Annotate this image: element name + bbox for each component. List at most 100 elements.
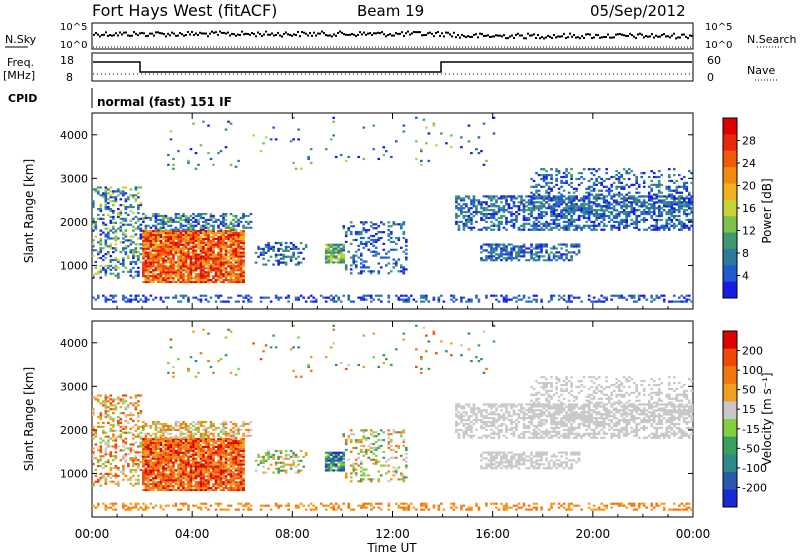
echo-cell <box>570 197 573 200</box>
echo-cell <box>114 437 118 440</box>
echo-cell <box>342 225 346 228</box>
echo-cell <box>632 226 636 229</box>
echo-cell <box>294 247 298 251</box>
echo-cell <box>455 201 458 204</box>
echo-cell <box>642 212 646 216</box>
echo-cell <box>625 212 628 216</box>
echo-cell <box>289 241 293 245</box>
echo-cell <box>555 203 558 206</box>
echo-cell <box>199 269 203 272</box>
echo-cell <box>187 273 190 276</box>
echo-cell <box>119 425 123 428</box>
echo-cell <box>112 215 115 218</box>
echo-cell <box>657 201 661 204</box>
echo-cell <box>650 197 654 200</box>
echo-cell <box>169 488 173 492</box>
echo-cell <box>144 226 148 229</box>
echo-cell <box>149 267 153 270</box>
echo-cell <box>482 243 486 246</box>
echo-cell <box>312 296 315 299</box>
echo-cell <box>137 227 140 230</box>
echo-cell <box>164 267 168 270</box>
echo-cell <box>154 437 158 441</box>
echo-cell <box>174 479 178 482</box>
echo-cell <box>204 231 208 235</box>
echo-cell <box>687 193 691 196</box>
echo-cell <box>232 247 235 250</box>
echo-cell <box>199 261 203 264</box>
echo-cell <box>202 245 205 248</box>
nsky-point <box>343 33 345 36</box>
echo-cell <box>132 459 135 462</box>
echo-cell <box>112 225 115 228</box>
echo-cell <box>540 216 543 220</box>
echo-cell <box>550 226 553 229</box>
echo-cell <box>122 258 125 262</box>
nsky-point <box>533 33 535 36</box>
echo-cell <box>232 224 235 227</box>
echo-cell <box>547 255 551 258</box>
echo-cell <box>337 257 341 260</box>
echo-cell <box>379 266 383 269</box>
echo-cell <box>159 463 163 466</box>
echo-cell <box>520 247 523 250</box>
echo-cell <box>214 233 218 237</box>
echo-cell <box>94 396 98 399</box>
echo-cell <box>159 241 163 244</box>
echo-cell <box>144 443 148 447</box>
echo-cell <box>607 220 611 223</box>
echo-cell <box>212 276 215 280</box>
echo-cell <box>347 155 351 159</box>
echo-cell <box>605 172 608 175</box>
echo-cell <box>179 233 183 237</box>
echo-cell <box>204 226 208 229</box>
echo-cell <box>515 296 518 299</box>
echo-cell <box>555 226 558 229</box>
echo-cell <box>577 216 581 220</box>
echo-cell <box>109 294 113 297</box>
echo-cell <box>555 251 558 254</box>
echo-cell <box>239 237 243 240</box>
echo-cell <box>217 245 220 248</box>
echo-cell <box>392 240 396 244</box>
nsky-point <box>437 30 439 33</box>
echo-cell <box>129 449 133 452</box>
echo-cell <box>189 261 193 264</box>
echo-cell <box>122 412 125 415</box>
echo-cell <box>137 266 140 269</box>
echo-cell <box>227 300 230 303</box>
echo-cell <box>635 226 639 229</box>
echo-cell <box>117 258 120 262</box>
echo-cell <box>517 226 521 229</box>
echo-cell <box>620 220 623 223</box>
echo-cell <box>162 241 165 244</box>
echo-cell <box>540 211 543 214</box>
echo-cell <box>177 235 180 239</box>
echo-cell <box>650 214 654 218</box>
echo-cell <box>635 181 639 185</box>
echo-cell <box>647 209 651 212</box>
echo-cell <box>179 269 183 272</box>
echo-cell <box>332 296 335 299</box>
echo-cell <box>202 216 205 220</box>
echo-cell <box>157 265 160 268</box>
echo-cell <box>184 239 188 242</box>
echo-cell <box>207 237 210 240</box>
echo-cell <box>505 259 508 262</box>
echo-cell <box>197 163 200 166</box>
echo-cell <box>490 247 493 250</box>
echo-cell <box>177 273 180 276</box>
echo-cell <box>642 179 646 183</box>
nsky-point <box>643 36 645 39</box>
echo-cell <box>192 269 195 272</box>
echo-cell <box>167 220 170 223</box>
echo-cell <box>187 257 190 260</box>
echo-cell <box>292 161 295 164</box>
echo-cell <box>512 201 516 204</box>
echo-cell <box>144 249 148 252</box>
echo-cell <box>169 235 173 239</box>
echo-cell <box>154 255 158 258</box>
echo-cell <box>184 278 188 282</box>
echo-cell <box>229 163 233 166</box>
echo-cell <box>147 459 150 462</box>
